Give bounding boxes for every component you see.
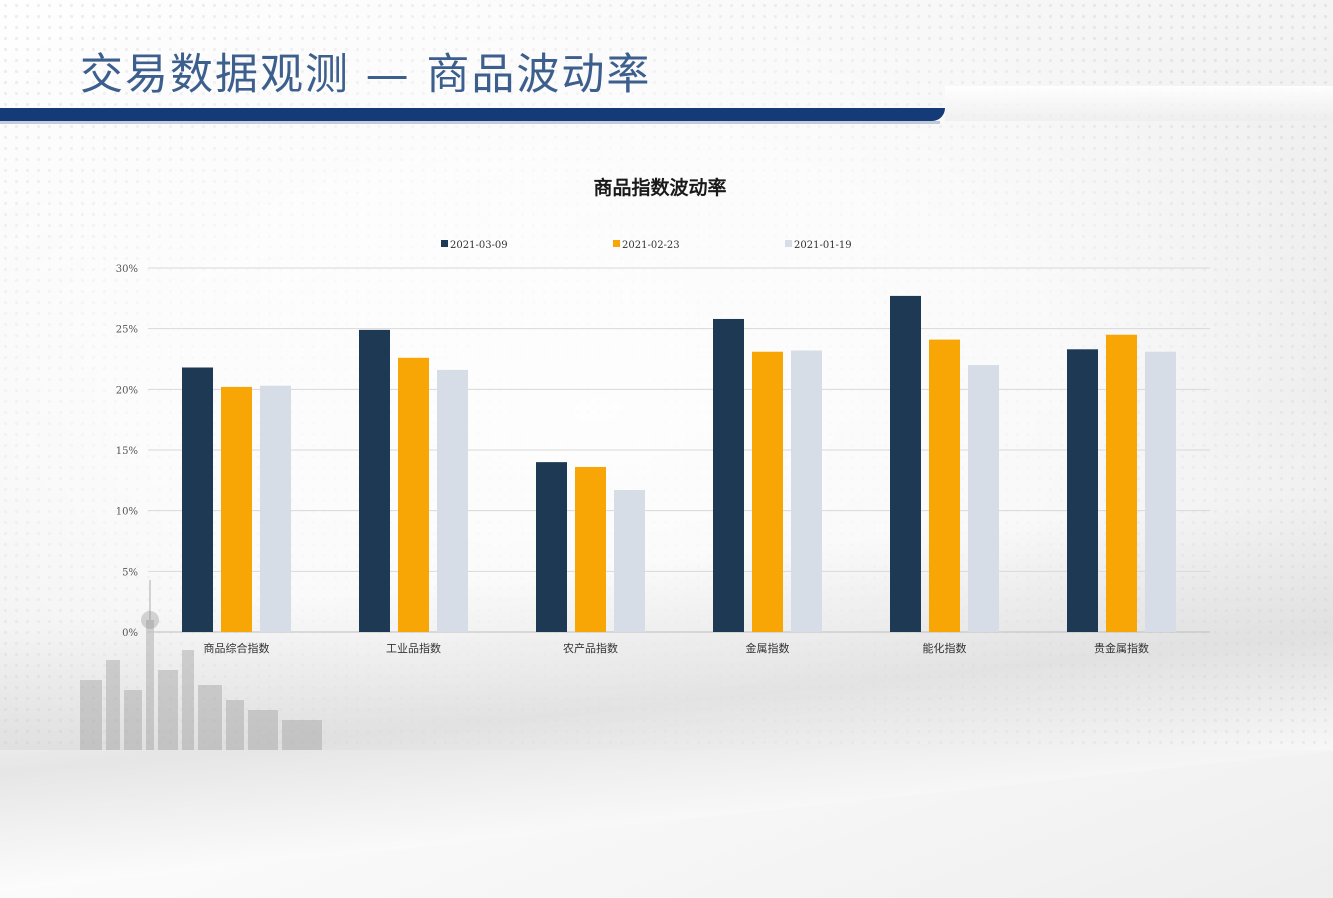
bar-2021-02-23	[398, 357, 429, 632]
x-category-label: 金属指数	[746, 641, 790, 655]
x-category-label: 贵金属指数	[1094, 641, 1149, 655]
y-tick-label: 0%	[122, 628, 138, 639]
x-axis: 商品综合指数 工业品指数 农产品指数 金属指数 能化指数 贵金属指数	[204, 641, 1150, 655]
bar-2021-03-09	[182, 367, 213, 632]
y-axis: 0% 5% 10% 15% 20% 25% 30%	[116, 264, 138, 639]
chart-gridlines	[148, 267, 1210, 633]
y-tick-label: 30%	[116, 264, 138, 275]
bar-2021-03-09	[1067, 349, 1098, 632]
y-tick-label: 10%	[116, 507, 138, 518]
legend-label: 2021-02-23	[622, 240, 680, 251]
bar-chart: 商品指数波动率 2021-03-09 2021-02-23 2021-01-19 0…	[116, 176, 1210, 655]
x-category-label: 工业品指数	[386, 641, 441, 655]
bar-2021-01-19	[437, 369, 468, 632]
x-category-label: 农产品指数	[563, 641, 618, 655]
y-tick-label: 5%	[122, 567, 138, 578]
bar-2021-01-19	[968, 365, 999, 632]
header-right-panel	[945, 86, 1333, 121]
bar-2021-02-23	[1106, 334, 1137, 632]
x-category-label: 能化指数	[923, 641, 967, 655]
page-title: 交易数据观测 — 商品波动率	[80, 50, 652, 100]
chart-title: 商品指数波动率	[593, 176, 726, 199]
bar-2021-03-09	[890, 295, 921, 632]
bar-2021-02-23	[575, 466, 606, 632]
title-underline-shadow	[0, 121, 940, 124]
bar-2021-03-09	[536, 462, 567, 632]
x-category-label: 商品综合指数	[204, 641, 270, 655]
legend-swatch	[785, 240, 792, 247]
bar-2021-02-23	[221, 386, 252, 632]
title-underline-bar	[0, 108, 945, 121]
bar-2021-02-23	[752, 351, 783, 632]
bar-2021-02-23	[929, 339, 960, 632]
bar-2021-01-19	[1145, 351, 1176, 632]
legend-swatch	[441, 240, 448, 247]
y-tick-label: 15%	[116, 446, 138, 457]
chart-bars	[182, 295, 1176, 632]
legend-swatch	[613, 240, 620, 247]
bar-2021-03-09	[713, 318, 744, 632]
chart-legend: 2021-03-09 2021-02-23 2021-01-19	[441, 240, 852, 251]
bar-2021-01-19	[791, 350, 822, 632]
bar-2021-01-19	[260, 385, 291, 632]
legend-label: 2021-03-09	[450, 240, 508, 251]
bar-2021-01-19	[614, 490, 645, 632]
y-tick-label: 25%	[116, 325, 138, 336]
legend-label: 2021-01-19	[794, 240, 852, 251]
bar-2021-03-09	[359, 329, 390, 632]
y-tick-label: 20%	[116, 385, 138, 396]
